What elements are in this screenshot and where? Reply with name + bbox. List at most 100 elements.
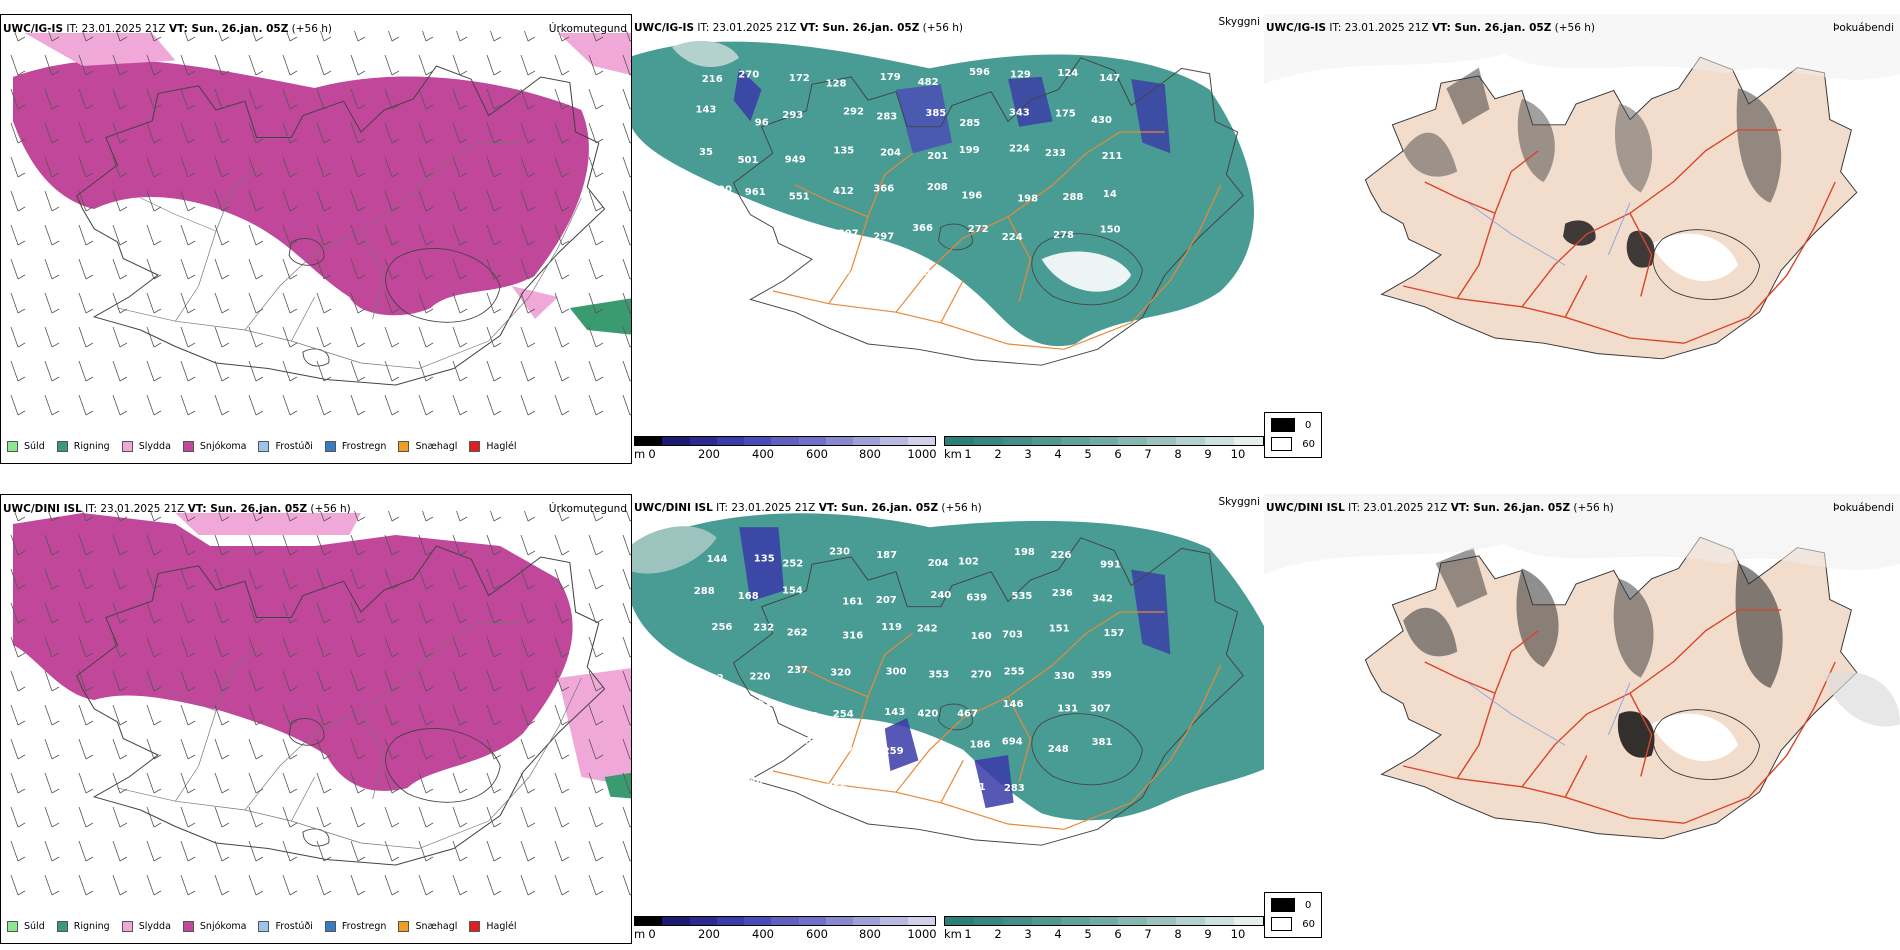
- panel-title: UWC/DINI ISL IT: 23.01.2025 21Z VT: Sun.…: [634, 502, 982, 514]
- cloud-base-label: 391: [839, 743, 860, 754]
- init-time: IT: 23.01.2025 21Z: [716, 502, 816, 514]
- cloud-base-label: 224: [1002, 232, 1023, 243]
- cloud-base-label: 555: [826, 783, 847, 794]
- variable-name: Skyggni: [1218, 496, 1261, 508]
- variable-name: Þokuábendi: [1833, 502, 1894, 514]
- cloud-base-label: 129: [1010, 69, 1031, 80]
- cloud-base-label: 216: [702, 74, 723, 85]
- legend-label: Haglél: [486, 921, 517, 932]
- panel-title: UWC/IG-IS IT: 23.01.2025 21Z VT: Sun. 26…: [3, 23, 332, 35]
- cloud-base-label: 230: [829, 547, 850, 558]
- init-time: IT: 23.01.2025 21Z: [697, 22, 797, 34]
- cloud-base-label: 138: [798, 736, 819, 747]
- scale-tick: 800: [859, 447, 881, 461]
- low-visibility-area: [632, 513, 1264, 821]
- cloud-base-label: 339: [929, 749, 950, 760]
- visibility-scale: km 1 2 3 4 5 6 7 8 9 10: [944, 916, 1264, 941]
- cloud-base-label: 361: [750, 698, 771, 709]
- cloud-base-label: 168: [738, 591, 759, 602]
- cloud-base-label: 430: [1091, 115, 1112, 126]
- valid-time: VT: Sun. 26.jan. 05Z: [187, 503, 308, 515]
- cloud-base-label: 201: [927, 151, 948, 162]
- cloud-base-label: 535: [1012, 591, 1033, 602]
- cloud-base-label: 482: [918, 77, 939, 88]
- cloud-base-label: 255: [1004, 667, 1025, 678]
- low-cloud-base-area: [733, 68, 762, 122]
- legend-label: Snjókoma: [199, 441, 247, 452]
- scale-tick: 1000: [907, 927, 937, 941]
- cloud-base-label: 288: [1063, 192, 1084, 203]
- cloud-base-label: 366: [873, 183, 894, 194]
- cloud-base-label: 208: [927, 182, 948, 193]
- cloud-base-label: 307: [838, 228, 859, 239]
- cloud-base-colorbar: [634, 436, 936, 446]
- cloud-base-label: 420: [918, 708, 939, 719]
- cloud-base-label: 143: [884, 707, 905, 718]
- cloud-base-label: 166: [707, 782, 728, 793]
- scale-tick: 400: [752, 447, 774, 461]
- cloud-base-label: 272: [968, 224, 989, 235]
- cloud-base-label: 283: [876, 112, 897, 123]
- cloud-base-label: 135: [833, 145, 854, 156]
- cloud-base-label: 199: [959, 145, 980, 156]
- land-area: [1364, 56, 1858, 360]
- cloud-base-label: 300: [886, 667, 907, 678]
- cloud-base-label: 278: [1053, 230, 1074, 241]
- legend-label: Rigning: [73, 921, 110, 932]
- cloud-base-label: 240: [930, 590, 951, 601]
- scale-tick: 7: [1144, 447, 1152, 461]
- panel-title: UWC/DINI ISL IT: 23.01.2025 21Z VT: Sun.…: [3, 503, 351, 515]
- fog-indicator-map: [1264, 14, 1900, 360]
- legend-item: Snæhagl: [398, 921, 457, 932]
- cloud-base-label: 501: [738, 155, 759, 166]
- legend-item: Snæhagl: [398, 441, 457, 452]
- visibility-colorbar: [944, 916, 1264, 926]
- precip-type-panel-row2: UWC/DINI ISL IT: 23.01.2025 21Z VT: Sun.…: [0, 494, 632, 944]
- valid-time: VT: Sun. 26.jan. 05Z: [1450, 502, 1571, 514]
- cloud-base-label: 295: [754, 260, 775, 271]
- cloud-base-label: 385: [925, 108, 946, 119]
- variable-name: Þokuábendi: [1833, 22, 1894, 34]
- cloud-base-label: 96: [755, 118, 769, 129]
- cloud-base-label: 343: [1009, 107, 1030, 118]
- cloud-base-label: 353: [928, 670, 949, 681]
- legend-label: Snjókoma: [199, 921, 247, 932]
- cloud-visibility-panel-row1: 216 270 172 128 179 482 596 129 124 147 143 96 293 29…: [632, 14, 1264, 464]
- lead-time: (+56 h): [310, 503, 351, 515]
- scale-tick: 9: [1204, 927, 1212, 941]
- cloud-base-label: 161: [842, 596, 863, 607]
- cloud-base-label: 381: [1092, 737, 1113, 748]
- legend-item: Haglél: [469, 921, 517, 932]
- scale-tick: 6: [1114, 927, 1122, 941]
- scale-tick: 2: [994, 927, 1002, 941]
- cloud-base-label: 144: [707, 554, 728, 565]
- cloud-base-label: 288: [694, 586, 715, 597]
- cloud-base-label: 588: [917, 268, 938, 279]
- scale-tick: 4: [1054, 447, 1062, 461]
- cloud-base-label: 204: [880, 148, 901, 159]
- cloud-base-label: 124: [1057, 68, 1078, 79]
- cloud-base-label: 293: [782, 110, 803, 121]
- scale-tick: 5: [1084, 447, 1092, 461]
- cloud-base-label: 233: [1045, 148, 1066, 159]
- cloud-base-label: 146: [1003, 699, 1024, 710]
- cloud-base-label: 664: [879, 775, 900, 786]
- cloud-base-label: 412: [833, 186, 854, 197]
- legend-label: Slydda: [138, 921, 171, 932]
- cloud-base-label: 382: [798, 711, 819, 722]
- cloud-base-label: 186: [970, 740, 991, 751]
- init-time: IT: 23.01.2025 21Z: [66, 23, 166, 35]
- cloud-base-label: 220: [750, 671, 771, 682]
- scale-tick: 200: [698, 927, 720, 941]
- cloud-base-label: 204: [928, 558, 949, 569]
- legend-swatch: [324, 441, 336, 452]
- cloud-base-label: 233: [915, 779, 936, 790]
- legend-item: Rigning: [56, 441, 110, 452]
- legend-item: Frostregn: [324, 921, 386, 932]
- lead-time: (+56 h): [922, 22, 964, 34]
- cloud-visibility-panel-row2: 144 135 252 230 187 204 102 198 226 991 288 168 154 1…: [632, 494, 1264, 944]
- cloud-base-colorbar: [634, 916, 936, 926]
- cloud-base-label: 320: [830, 667, 851, 678]
- visibility-scale: km 1 2 3 4 5 6 7 8 9 10: [944, 436, 1264, 461]
- cloud-fraction-key: 0 60: [1264, 892, 1322, 938]
